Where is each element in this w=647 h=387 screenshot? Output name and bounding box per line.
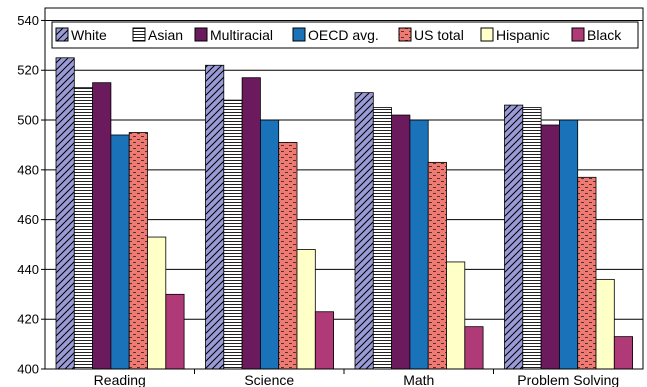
bar-reading-us-total [128, 132, 148, 370]
legend-swatch-us-total [398, 27, 412, 42]
bar-reading-hispanic [147, 236, 167, 370]
bar-reading-white [55, 57, 75, 370]
bar-problem-solving-multiracial [540, 124, 560, 370]
bar-math-white [354, 92, 374, 370]
bar-science-asian [223, 99, 243, 370]
legend: White Asian Multiracial OECD avg. US total Hi… [51, 21, 639, 49]
legend-swatch-multiracial [194, 27, 208, 42]
bar-math-multiracial [391, 114, 411, 370]
legend-label-hispanic: Hispanic [496, 27, 550, 43]
bar-science-us-total [278, 142, 298, 370]
y-tick-label-520: 520 [17, 63, 39, 78]
x-tick-label-math: Math [403, 372, 434, 387]
x-tick-label-science: Science [244, 372, 294, 387]
bar-reading-black [165, 293, 185, 370]
x-tick-label-problem-solving: Problem Solving [517, 372, 619, 387]
bar-reading-oecd-avg [110, 134, 130, 370]
legend-swatch-black [571, 27, 585, 42]
y-tick-label-540: 540 [17, 13, 39, 28]
y-tick-label-420: 420 [17, 312, 39, 327]
legend-box [51, 21, 639, 49]
legend-label-black: Black [587, 27, 622, 43]
legend-label-asian: Asian [148, 27, 183, 43]
legend-label-multiracial: Multiracial [210, 27, 273, 43]
bar-problem-solving-us-total [577, 176, 597, 370]
legend-label-white: White [71, 27, 107, 43]
bar-science-oecd-avg [259, 119, 280, 370]
legend-label-oecd-avg: OECD avg. [308, 27, 379, 43]
y-tick-label-460: 460 [17, 212, 39, 227]
legend-swatch-oecd-avg [292, 27, 306, 42]
bar-math-black [464, 326, 484, 370]
y-tick-label-500: 500 [17, 113, 39, 128]
legend-swatch-asian [132, 27, 146, 42]
bar-problem-solving-hispanic [595, 278, 615, 370]
bar-science-multiracial [241, 77, 261, 370]
bar-science-hispanic [296, 249, 316, 370]
legend-swatch-white [55, 27, 69, 42]
legend-swatch-hispanic [480, 27, 494, 42]
bar-problem-solving-white [504, 104, 524, 370]
legend-label-us-total: US total [414, 27, 464, 43]
bar-problem-solving-oecd-avg [559, 119, 579, 370]
bar-problem-solving-asian [522, 107, 542, 370]
bar-math-hispanic [446, 261, 466, 370]
bar-problem-solving-black [613, 336, 633, 370]
bar-math-oecd-avg [409, 119, 429, 370]
x-tick-label-reading: Reading [94, 372, 146, 387]
bar-math-us-total [427, 161, 447, 370]
bar-reading-multiracial [92, 82, 112, 370]
bars [55, 57, 633, 370]
axes: 400 420 440 460 480 500 520 540 Reading Science Ma… [17, 7, 644, 387]
y-tick-label-480: 480 [17, 162, 39, 177]
y-tick-label-440: 440 [17, 262, 39, 277]
y-tick-label-400: 400 [17, 362, 39, 377]
bar-math-asian [372, 107, 392, 370]
bar-reading-asian [73, 87, 94, 370]
bar-science-black [314, 311, 334, 370]
bar-science-white [205, 64, 225, 370]
